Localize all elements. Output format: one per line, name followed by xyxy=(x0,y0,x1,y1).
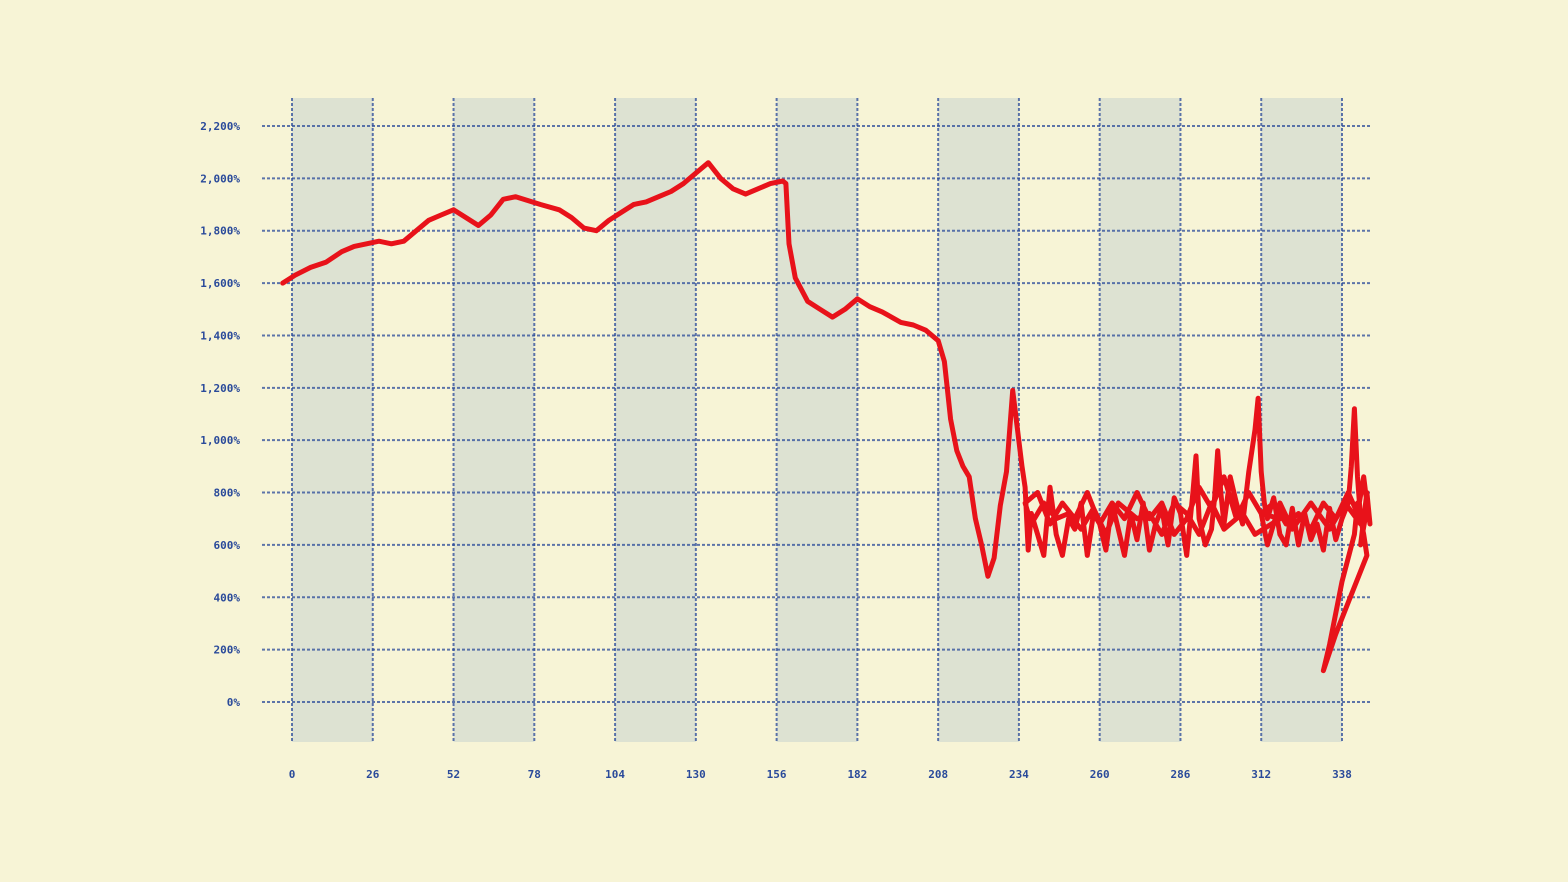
x-tick-label: 0 xyxy=(289,768,296,781)
x-tick-label: 338 xyxy=(1332,768,1352,781)
y-tick-label: 2,200% xyxy=(200,120,240,133)
y-tick-label: 1,800% xyxy=(200,225,240,238)
y-tick-label: 1,000% xyxy=(200,434,240,447)
y-tick-label: 2,000% xyxy=(200,172,240,185)
x-tick-label: 78 xyxy=(528,768,541,781)
series-line xyxy=(280,160,1373,674)
shaded-column xyxy=(1099,98,1181,742)
shaded-column xyxy=(776,98,858,742)
y-tick-label: 1,200% xyxy=(200,382,240,395)
x-tick-label: 130 xyxy=(686,768,706,781)
shaded-column xyxy=(453,98,535,742)
shaded-column xyxy=(1261,98,1342,742)
x-tick-label: 52 xyxy=(447,768,460,781)
x-tick-label: 260 xyxy=(1090,768,1110,781)
x-tick-label: 208 xyxy=(928,768,948,781)
y-axis-tick-labels: 0% 200% 400% 600% 800% 1,000% 1,200% 1,400% 1,60… xyxy=(200,120,240,709)
x-tick-label: 104 xyxy=(605,768,625,781)
x-tick-label: 286 xyxy=(1171,768,1191,781)
x-tick-label: 26 xyxy=(366,768,380,781)
shaded-column xyxy=(292,98,373,742)
x-tick-label: 234 xyxy=(1009,768,1029,781)
x-tick-label: 182 xyxy=(847,768,867,781)
y-tick-label: 200% xyxy=(214,644,241,657)
y-tick-label: 1,400% xyxy=(200,329,240,342)
y-tick-label: 0% xyxy=(227,696,241,709)
y-tick-label: 1,600% xyxy=(200,277,240,290)
y-tick-label: 600% xyxy=(214,539,241,552)
column-shading xyxy=(292,98,1342,742)
shaded-column xyxy=(615,98,696,742)
gridlines xyxy=(262,98,1370,742)
x-tick-label: 156 xyxy=(767,768,787,781)
x-axis-tick-labels: 0 26 52 78 104 130 156 182 208 234 260 286 312 338 xyxy=(289,768,1352,781)
series-layer xyxy=(280,160,1373,674)
y-tick-label: 400% xyxy=(214,591,241,604)
x-tick-label: 312 xyxy=(1251,768,1271,781)
y-tick-label: 800% xyxy=(214,487,241,500)
